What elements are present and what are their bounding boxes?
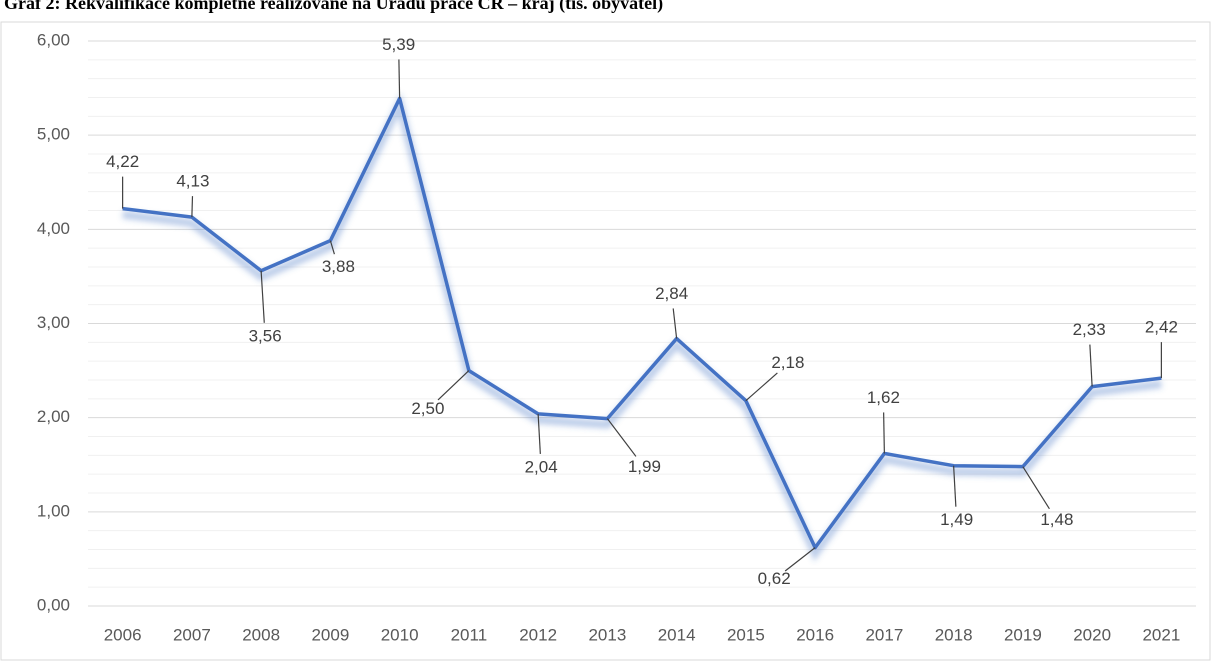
leader-line — [260, 270, 265, 323]
x-tick-label: 2013 — [588, 625, 626, 644]
x-tick-label: 2018 — [935, 625, 973, 644]
data-label: 1,62 — [867, 388, 900, 407]
data-label: 1,49 — [940, 510, 973, 529]
x-tick-label: 2009 — [311, 625, 349, 644]
leader-line — [191, 196, 194, 218]
leader-line — [745, 372, 778, 402]
x-tick-label: 2014 — [658, 625, 696, 644]
y-tick-label: 2,00 — [37, 407, 70, 426]
line-glow — [122, 92, 1162, 562]
leader-line — [953, 465, 957, 507]
data-label: 2,18 — [771, 353, 804, 372]
leader-line — [883, 412, 885, 454]
data-label: 2,42 — [1145, 318, 1178, 337]
x-tick-label: 2008 — [242, 625, 280, 644]
leader-line — [398, 59, 401, 99]
leader-line — [1089, 344, 1093, 387]
leader-line — [329, 240, 335, 255]
leader-line — [606, 418, 637, 457]
data-label: 3,56 — [249, 326, 282, 345]
leader-line — [784, 547, 816, 572]
y-tick-label: 6,00 — [37, 30, 70, 49]
data-label: 2,50 — [411, 399, 444, 418]
data-label: 2,84 — [655, 284, 688, 303]
x-tick-label: 2006 — [104, 625, 142, 644]
data-label: 4,22 — [106, 152, 139, 171]
y-tick-label: 5,00 — [37, 125, 70, 144]
line — [122, 96, 1162, 550]
data-label: 4,13 — [176, 172, 209, 191]
x-tick-label: 2007 — [173, 625, 211, 644]
x-tick-label: 2011 — [451, 625, 488, 644]
chart-border — [0, 21, 1211, 661]
chart-title: Graf 2: Rekvalifikace kompletně realizov… — [4, 0, 663, 14]
data-label: 2,33 — [1073, 320, 1106, 339]
leader-line — [672, 308, 678, 339]
x-tick-label: 2021 — [1142, 625, 1180, 644]
y-tick-label: 1,00 — [37, 501, 70, 520]
x-tick-label: 2016 — [796, 625, 834, 644]
x-tick-label: 2019 — [1004, 625, 1042, 644]
y-tick-label: 3,00 — [37, 313, 70, 332]
x-tick-label: 2020 — [1073, 625, 1111, 644]
data-label: 5,39 — [382, 35, 415, 54]
x-tick-label: 2015 — [727, 625, 765, 644]
leader-line — [537, 413, 541, 454]
data-label: 1,48 — [1040, 510, 1073, 529]
x-tick-label: 2017 — [865, 625, 903, 644]
data-label: 1,99 — [628, 457, 661, 476]
x-tick-label: 2012 — [519, 625, 557, 644]
data-label: 3,88 — [322, 257, 355, 276]
x-tick-label: 2010 — [381, 625, 419, 644]
leader-line — [1022, 466, 1050, 510]
leader-line — [437, 370, 470, 401]
data-label: 0,62 — [758, 569, 791, 588]
y-tick-label: 0,00 — [37, 595, 70, 614]
y-tick-label: 4,00 — [37, 219, 70, 238]
data-label: 2,04 — [525, 457, 558, 476]
